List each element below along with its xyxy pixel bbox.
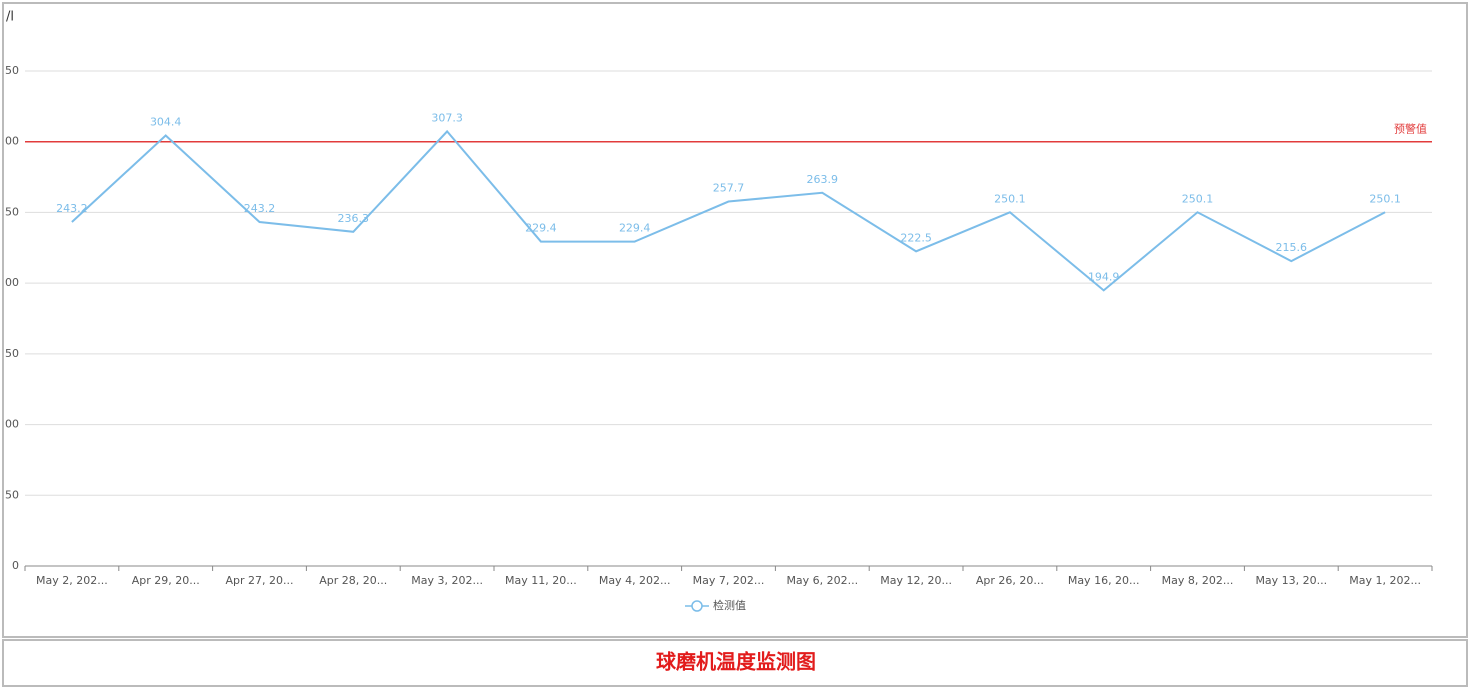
data-label: 250.1 <box>1369 192 1401 205</box>
x-tick-label: May 12, 20... <box>880 574 952 587</box>
y-tick-label: 00 <box>5 135 19 148</box>
x-tick-label: Apr 29, 20... <box>132 574 200 587</box>
data-label: 222.5 <box>900 231 932 244</box>
x-tick-label: May 8, 202... <box>1162 574 1234 587</box>
x-tick-label: May 3, 202... <box>411 574 483 587</box>
data-label: 243.2 <box>56 202 88 215</box>
data-label: 229.4 <box>619 222 651 235</box>
data-label: 229.4 <box>525 222 557 235</box>
legend-marker <box>691 600 703 612</box>
data-label: 236.3 <box>338 212 370 225</box>
y-tick-label: 50 <box>5 488 19 501</box>
data-label: 304.4 <box>150 115 182 128</box>
data-label: 243.2 <box>244 202 276 215</box>
data-label: 307.3 <box>431 111 463 124</box>
x-tick-label: Apr 26, 20... <box>976 574 1044 587</box>
y-tick-label: 50 <box>5 205 19 218</box>
x-tick-label: May 2, 202... <box>36 574 108 587</box>
caption-frame <box>2 639 1468 687</box>
x-tick-label: May 4, 202... <box>599 574 671 587</box>
data-label: 250.1 <box>994 192 1026 205</box>
x-tick-label: May 6, 202... <box>786 574 858 587</box>
warning-label: 预警值 <box>1394 122 1427 136</box>
data-label: 215.6 <box>1276 241 1308 254</box>
y-tick-label: 50 <box>5 347 19 360</box>
y-tick-label: 00 <box>5 418 19 431</box>
data-label: 194.9 <box>1088 270 1120 283</box>
y-tick-label: 0 <box>12 559 19 572</box>
caption: 球磨机温度监测图 <box>656 650 816 674</box>
legend-label: 检测值 <box>713 598 746 612</box>
x-tick-label: May 1, 202... <box>1349 574 1421 587</box>
y-axis-title: /l <box>6 10 14 25</box>
data-label: 257.7 <box>713 182 745 195</box>
data-label: 250.1 <box>1182 192 1214 205</box>
x-tick-label: May 16, 20... <box>1068 574 1140 587</box>
data-line <box>71 129 1386 292</box>
y-tick-label: 50 <box>5 64 19 77</box>
x-tick-label: May 11, 20... <box>505 574 577 587</box>
chart-frame <box>2 2 1468 638</box>
x-tick-label: May 7, 202... <box>693 574 765 587</box>
y-tick-label: 00 <box>5 276 19 289</box>
data-label: 263.9 <box>807 173 839 186</box>
x-tick-label: Apr 28, 20... <box>319 574 387 587</box>
x-tick-label: Apr 27, 20... <box>225 574 293 587</box>
x-tick-label: May 13, 20... <box>1255 574 1327 587</box>
